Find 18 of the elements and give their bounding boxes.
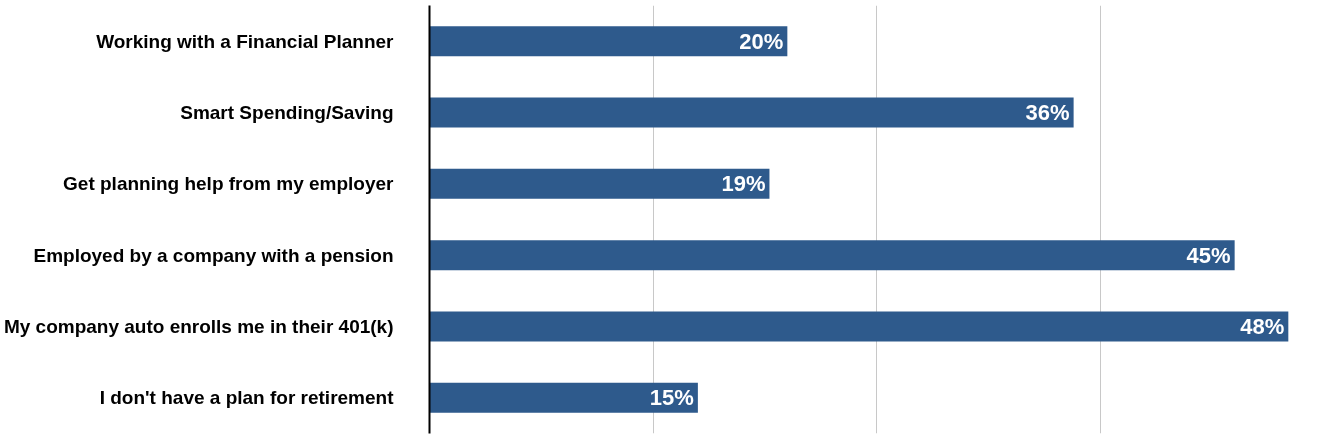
bar <box>429 240 1235 271</box>
y-tick-label: Smart Spending/Saving <box>180 102 394 123</box>
y-tick-label: My company auto enrolls me in their 401(k) <box>3 316 394 337</box>
bar <box>429 26 788 57</box>
bar <box>429 311 1289 342</box>
bar <box>429 382 698 413</box>
y-tick-label: Employed by a company with a pension <box>33 244 394 266</box>
y-tick-label: Get planning help from my employer <box>63 173 395 195</box>
data-label: 19% <box>721 171 766 197</box>
data-label: 45% <box>1186 242 1231 268</box>
bar <box>429 168 770 199</box>
bar <box>429 97 1074 128</box>
y-tick-label: Working with a Financial Planner <box>96 30 395 52</box>
y-tick-label: I don't have a plan for retirement <box>99 387 395 409</box>
data-label: 36% <box>1025 100 1070 125</box>
data-label: 15% <box>649 385 694 411</box>
data-label: 48% <box>1240 314 1285 339</box>
data-label: 20% <box>739 28 784 54</box>
